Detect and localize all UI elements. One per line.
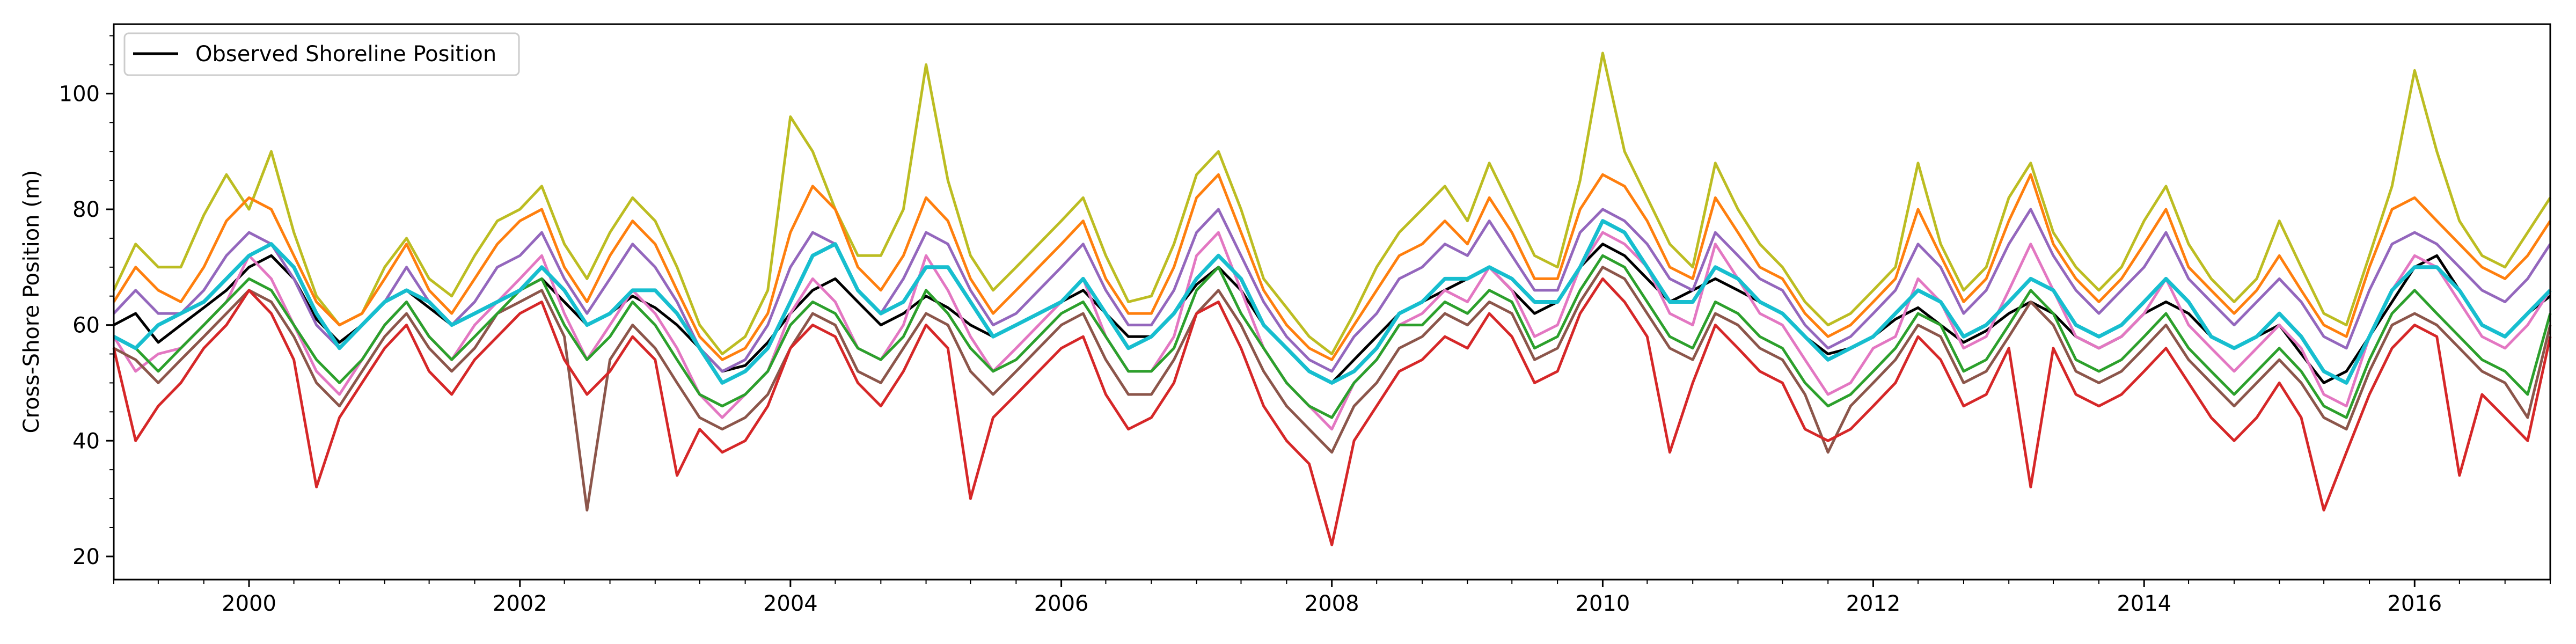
series-line-0 — [113, 243, 2551, 384]
series-line-2 — [112, 173, 2552, 361]
series-line-4 — [112, 231, 2552, 431]
x-tick-label: 2010 — [1576, 591, 1630, 616]
legend-box — [123, 32, 520, 76]
series-layer — [112, 52, 2552, 546]
x-tick-label: 2014 — [2117, 591, 2171, 616]
y-axis: 20 40 60 80 100 — [59, 35, 114, 569]
x-tick-label: 2012 — [1846, 591, 1901, 616]
x-tick-label: 2016 — [2387, 591, 2442, 616]
y-tick-label: 60 — [72, 313, 100, 338]
x-tick-label: 2006 — [1034, 591, 1089, 616]
x-tick-label: 2000 — [222, 591, 276, 616]
y-tick-label: 20 — [72, 545, 100, 569]
y-tick-label: 80 — [72, 197, 100, 222]
series-line-1 — [112, 52, 2552, 355]
x-axis: 2000 2002 2004 2006 2008 2010 2012 2014 2016 — [113, 580, 2551, 616]
series-line-5 — [113, 266, 2552, 512]
y-tick-label: 100 — [59, 82, 100, 106]
x-tick-label: 2004 — [763, 591, 818, 616]
series-line-8 — [113, 219, 2552, 385]
series-line-7 — [112, 277, 2552, 546]
x-tick-label: 2008 — [1305, 591, 1359, 616]
series-line-6 — [113, 254, 2552, 419]
series-line-3 — [113, 208, 2552, 373]
x-tick-label: 2002 — [493, 591, 547, 616]
y-axis-label: Cross-Shore Position (m) — [19, 170, 44, 434]
legend: Observed Shoreline Position — [123, 32, 520, 76]
legend-entry-label: Observed Shoreline Position — [195, 42, 496, 67]
y-tick-label: 40 — [72, 429, 100, 453]
plot-frame — [113, 23, 2551, 581]
